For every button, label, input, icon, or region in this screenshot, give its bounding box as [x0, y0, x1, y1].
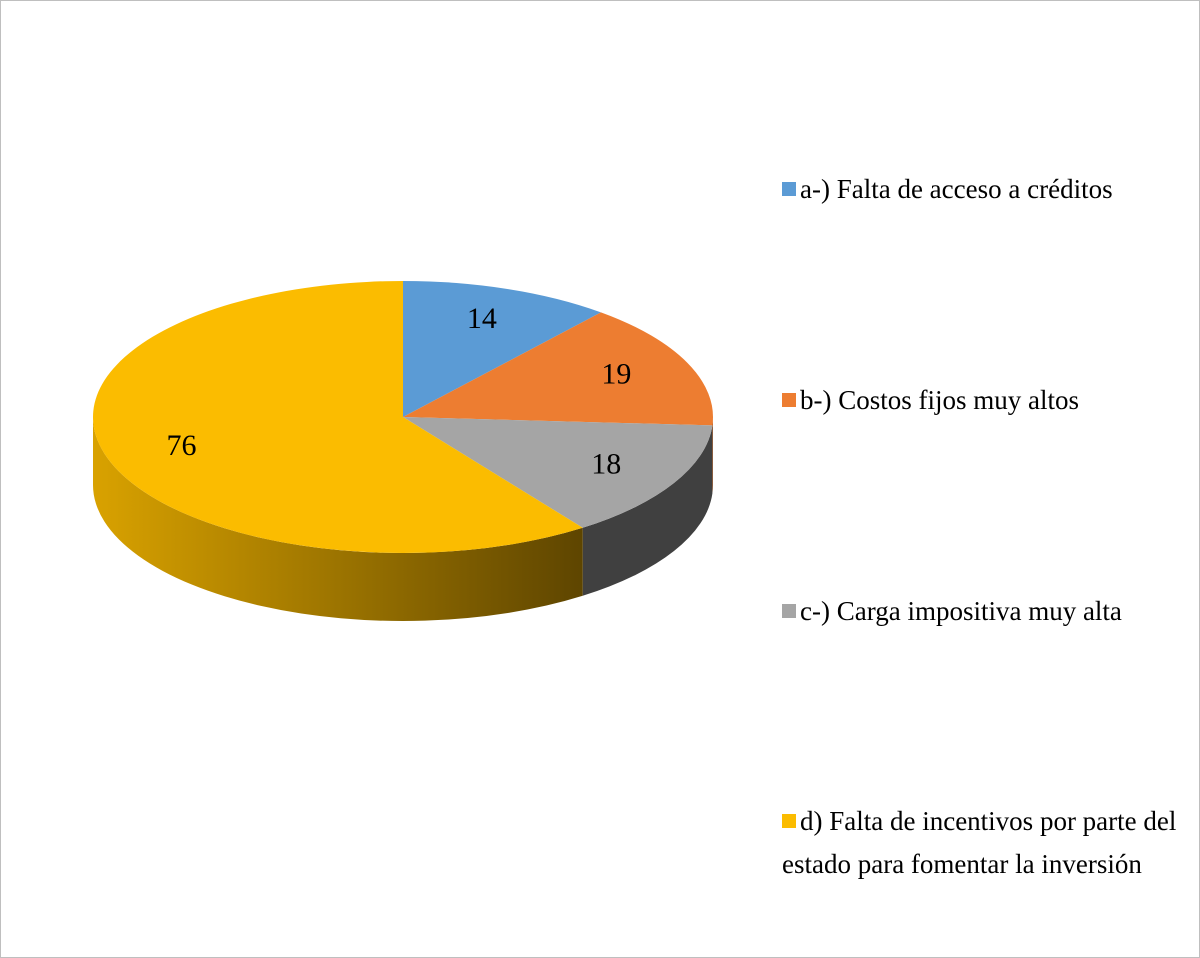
legend-swatch [782, 182, 796, 196]
slice-side [582, 425, 713, 596]
data-label: 76 [167, 429, 197, 462]
slice [403, 417, 713, 528]
data-label: 18 [591, 447, 621, 480]
legend-item: c-) Carga impositiva muy alta [782, 590, 1182, 633]
legend-label: a-) Falta de acceso a créditos [800, 174, 1113, 204]
legend-item: d) Falta de incentivos por parte del est… [782, 800, 1182, 886]
legend-label: b-) Costos fijos muy altos [800, 385, 1080, 415]
legend-swatch [782, 604, 796, 618]
slice [403, 312, 713, 426]
data-label: 14 [467, 302, 497, 335]
legend-swatch [782, 814, 796, 828]
legend-item: a-) Falta de acceso a créditos [782, 168, 1182, 211]
slice [92, 281, 583, 553]
slice [403, 281, 601, 417]
legend-item: b-) Costos fijos muy altos [782, 379, 1182, 422]
legend-label: c-) Carga impositiva muy alta [800, 596, 1122, 626]
data-label: 19 [601, 357, 631, 390]
slice-side [92, 417, 583, 622]
legend-swatch [782, 393, 796, 407]
slice-side [712, 417, 713, 494]
legend-label: d) Falta de incentivos por parte del est… [782, 806, 1177, 879]
